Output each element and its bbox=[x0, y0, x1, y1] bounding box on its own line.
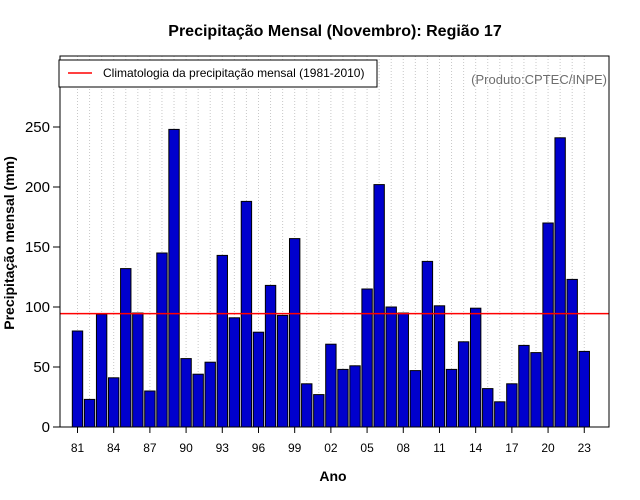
y-tick-label: 0 bbox=[42, 419, 50, 436]
bar-82 bbox=[83, 398, 96, 428]
x-axis: 81 84 87 90 93 96 99 02 05 08 11 14 17 20 23 bbox=[71, 427, 591, 455]
bar-17 bbox=[506, 383, 518, 428]
bar-97 bbox=[264, 284, 277, 428]
bar-85 bbox=[120, 268, 132, 428]
source-note: (Produto:CPTEC/INPE) bbox=[471, 72, 607, 87]
bar-07 bbox=[385, 306, 397, 428]
y-tick-label: 50 bbox=[33, 359, 50, 376]
x-tick-label: 81 bbox=[71, 441, 85, 455]
bar-84 bbox=[108, 377, 120, 428]
bar-86 bbox=[132, 312, 144, 428]
y-tick-label: 150 bbox=[25, 239, 50, 256]
bar-22 bbox=[566, 278, 578, 428]
x-tick-label: 96 bbox=[252, 441, 266, 455]
x-tick-label: 11 bbox=[433, 441, 446, 455]
x-tick-label: 87 bbox=[143, 441, 157, 455]
chart-title: Precipitação Mensal (Novembro): Região 1… bbox=[168, 23, 502, 40]
bar-90 bbox=[180, 358, 192, 428]
bar-08 bbox=[397, 312, 409, 428]
y-tick-label: 250 bbox=[25, 119, 50, 136]
bar-93 bbox=[216, 254, 228, 428]
bar-10 bbox=[421, 260, 434, 428]
y-axis: 0 50 100 150 200 250 bbox=[25, 119, 60, 436]
x-tick-label: 17 bbox=[505, 441, 519, 455]
bar-94 bbox=[228, 317, 241, 428]
bar-14 bbox=[469, 307, 482, 428]
bar-06 bbox=[373, 184, 385, 428]
x-tick-label: 99 bbox=[288, 441, 302, 455]
x-tick-label: 05 bbox=[360, 441, 374, 455]
bar-81 bbox=[71, 330, 84, 428]
bar-12 bbox=[445, 368, 458, 428]
bar-96 bbox=[252, 331, 265, 428]
bar-01 bbox=[313, 394, 325, 428]
bar-15 bbox=[482, 388, 494, 428]
bar-02 bbox=[325, 343, 337, 428]
plot-border bbox=[59, 55, 610, 428]
bar-09 bbox=[409, 370, 422, 428]
bar-21 bbox=[554, 137, 566, 428]
y-tick-label: 100 bbox=[25, 299, 50, 316]
x-tick-label: 93 bbox=[216, 441, 230, 455]
y-tick-label: 200 bbox=[25, 179, 50, 196]
bar-99 bbox=[288, 238, 301, 428]
bar-92 bbox=[204, 361, 216, 428]
bar-23 bbox=[578, 350, 590, 428]
bar-04 bbox=[349, 365, 361, 428]
bar-20 bbox=[542, 222, 554, 428]
bar-98 bbox=[276, 314, 289, 428]
legend-box bbox=[58, 59, 378, 88]
bar-88 bbox=[156, 252, 168, 428]
bar-16 bbox=[494, 401, 506, 428]
plot-area bbox=[59, 55, 610, 428]
bar-03 bbox=[337, 368, 349, 428]
x-tick-label: 90 bbox=[179, 441, 193, 455]
bar-05 bbox=[361, 288, 373, 428]
x-tick-label: 08 bbox=[397, 441, 411, 455]
x-axis-label: Ano bbox=[319, 468, 346, 484]
bar-87 bbox=[144, 390, 156, 428]
x-tick-label: 20 bbox=[541, 441, 555, 455]
x-tick-label: 14 bbox=[469, 441, 483, 455]
bar-13 bbox=[457, 341, 470, 428]
bar-00 bbox=[301, 383, 313, 428]
bar-83 bbox=[95, 313, 108, 428]
x-tick-label: 84 bbox=[107, 441, 121, 455]
bar-91 bbox=[192, 373, 204, 428]
bar-11 bbox=[433, 305, 446, 428]
legend: Climatologia da precipitação mensal (198… bbox=[58, 59, 378, 88]
x-tick-label: 02 bbox=[324, 441, 338, 455]
y-axis-label: Precipitação mensal (mm) bbox=[1, 156, 17, 330]
bar-89 bbox=[168, 128, 180, 428]
x-tick-label: 23 bbox=[578, 441, 592, 455]
bar-18 bbox=[518, 344, 530, 428]
bar-19 bbox=[530, 352, 542, 428]
legend-label: Climatologia da precipitação mensal (198… bbox=[103, 66, 364, 80]
